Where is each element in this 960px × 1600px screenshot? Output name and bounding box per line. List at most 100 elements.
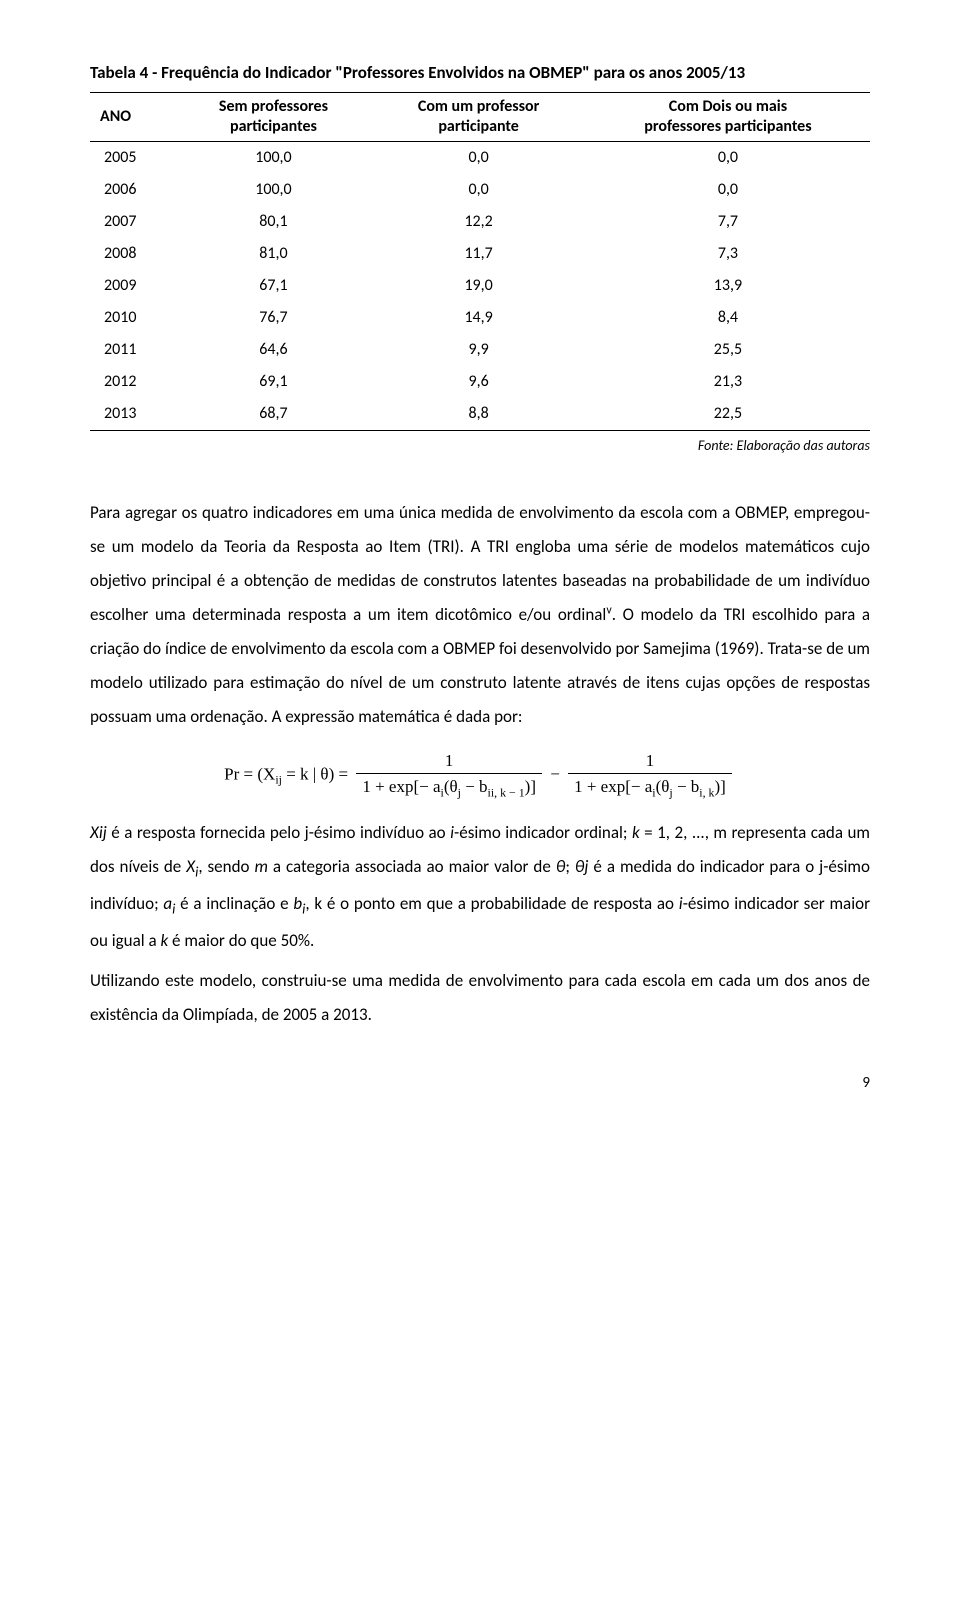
paragraph-1: Para agregar os quatro indicadores em um… bbox=[90, 496, 870, 734]
table-cell: 9,6 bbox=[371, 366, 586, 398]
f2df: i, k bbox=[699, 785, 714, 799]
p2a: é a resposta fornecida pelo j-ésimo indi… bbox=[107, 822, 450, 843]
table-cell: 0,0 bbox=[371, 174, 586, 206]
f1de: − b bbox=[461, 777, 488, 796]
table-cell: 8,8 bbox=[371, 398, 586, 431]
table-cell: 25,5 bbox=[586, 334, 870, 366]
f2dg: )] bbox=[715, 777, 726, 796]
fraction-1: 1 1 + exp[− ai(θj − bii, k − 1)] bbox=[356, 748, 542, 803]
p2k: θ bbox=[556, 856, 566, 877]
table-cell: 68,7 bbox=[176, 398, 372, 431]
p2i: m bbox=[254, 856, 267, 877]
table-row: 200967,119,013,9 bbox=[90, 270, 870, 302]
table-cell: 11,7 bbox=[371, 238, 586, 270]
table-row: 201269,19,621,3 bbox=[90, 366, 870, 398]
table-cell: 69,1 bbox=[176, 366, 372, 398]
table-row: 200881,011,77,3 bbox=[90, 238, 870, 270]
f-lhs: Pr = (X bbox=[224, 764, 275, 783]
col3-l2: professores participantes bbox=[644, 117, 811, 136]
table-row: 2006100,00,00,0 bbox=[90, 174, 870, 206]
col-header-um: Com um professor participante bbox=[371, 92, 586, 141]
table-cell: 21,3 bbox=[586, 366, 870, 398]
col1-l2: participantes bbox=[230, 117, 317, 136]
table-cell: 14,9 bbox=[371, 302, 586, 334]
col2-l2: participante bbox=[438, 117, 519, 136]
table-cell: 0,0 bbox=[586, 174, 870, 206]
table-row: 2005100,00,00,0 bbox=[90, 141, 870, 174]
f2-num: 1 bbox=[568, 748, 732, 775]
frequency-table: ANO Sem professores participantes Com um… bbox=[90, 92, 870, 431]
table-cell: 2013 bbox=[90, 398, 176, 431]
formula: Pr = (Xij = k | θ) = 1 1 + exp[− ai(θj −… bbox=[90, 748, 870, 803]
f1da: 1 + exp[− a bbox=[362, 777, 440, 796]
table-cell: 64,6 bbox=[176, 334, 372, 366]
table-cell: 2006 bbox=[90, 174, 176, 206]
table-cell: 12,2 bbox=[371, 206, 586, 238]
f2dc: (θ bbox=[656, 777, 670, 796]
p2t: , k é o ponto em que a probabilidade de … bbox=[305, 893, 678, 914]
p2j: a categoria associada ao maior valor de bbox=[268, 856, 556, 877]
p2f: X bbox=[186, 856, 195, 877]
table-cell: 9,9 bbox=[371, 334, 586, 366]
f2-den: 1 + exp[− ai(θj − bi, k)] bbox=[568, 774, 732, 802]
p2x: é maior do que 50%. bbox=[168, 930, 314, 951]
col3-l1: Com Dois ou mais bbox=[669, 97, 787, 116]
p2h: , sendo bbox=[198, 856, 254, 877]
table-cell: 7,3 bbox=[586, 238, 870, 270]
table-cell: 100,0 bbox=[176, 174, 372, 206]
table-cell: 81,0 bbox=[176, 238, 372, 270]
p2r: b bbox=[293, 893, 302, 914]
table-cell: 2010 bbox=[90, 302, 176, 334]
table-cell: 7,7 bbox=[586, 206, 870, 238]
paragraph-2: Xij é a resposta fornecida pelo j-ésimo … bbox=[90, 816, 870, 957]
page-number: 9 bbox=[90, 1072, 870, 1095]
col-header-ano: ANO bbox=[90, 92, 176, 141]
table-cell: 80,1 bbox=[176, 206, 372, 238]
p2m: θj bbox=[575, 856, 589, 877]
table-cell: 19,0 bbox=[371, 270, 586, 302]
f1-den: 1 + exp[− ai(θj − bii, k − 1)] bbox=[356, 774, 542, 802]
table-cell: 2005 bbox=[90, 141, 176, 174]
table-row: 201164,69,925,5 bbox=[90, 334, 870, 366]
table-cell: 100,0 bbox=[176, 141, 372, 174]
f1df: ii, k − 1 bbox=[488, 785, 525, 799]
col1-l1: Sem professores bbox=[219, 97, 328, 116]
col2-l1: Com um professor bbox=[418, 97, 540, 116]
table-row: 200780,112,27,7 bbox=[90, 206, 870, 238]
col-header-sem: Sem professores participantes bbox=[176, 92, 372, 141]
table-source: Fonte: Elaboração das autoras bbox=[90, 435, 870, 456]
table-cell: 22,5 bbox=[586, 398, 870, 431]
table-cell: 76,7 bbox=[176, 302, 372, 334]
table-cell: 67,1 bbox=[176, 270, 372, 302]
f-lhs2: = k | θ) = bbox=[282, 764, 348, 783]
fraction-2: 1 1 + exp[− ai(θj − bi, k)] bbox=[568, 748, 732, 803]
f2de: − b bbox=[673, 777, 700, 796]
f-lhs-sub: ij bbox=[275, 772, 282, 786]
paragraph-3: Utilizando este modelo, construiu-se uma… bbox=[90, 964, 870, 1032]
table-cell: 0,0 bbox=[371, 141, 586, 174]
col-header-dois: Com Dois ou mais professores participant… bbox=[586, 92, 870, 141]
f1dc: (θ bbox=[444, 777, 458, 796]
p2q: é a inclinação e bbox=[175, 893, 293, 914]
table-cell: 2008 bbox=[90, 238, 176, 270]
table-row: 201076,714,98,4 bbox=[90, 302, 870, 334]
table-cell: 8,4 bbox=[586, 302, 870, 334]
p2-xij: Xij bbox=[90, 822, 107, 843]
table-cell: 2012 bbox=[90, 366, 176, 398]
table-title: Tabela 4 - Frequência do Indicador "Prof… bbox=[90, 60, 870, 86]
f1dg: )] bbox=[525, 777, 536, 796]
p2d: k bbox=[632, 822, 640, 843]
table-cell: 2011 bbox=[90, 334, 176, 366]
f1-num: 1 bbox=[356, 748, 542, 775]
f2da: 1 + exp[− a bbox=[574, 777, 652, 796]
f-minus: − bbox=[550, 764, 564, 783]
table-row: 201368,78,822,5 bbox=[90, 398, 870, 431]
table-cell: 2007 bbox=[90, 206, 176, 238]
table-cell: 0,0 bbox=[586, 141, 870, 174]
p2o: a bbox=[163, 893, 172, 914]
p2l: ; bbox=[565, 856, 575, 877]
p2c: -ésimo indicador ordinal; bbox=[454, 822, 632, 843]
table-header-row: ANO Sem professores participantes Com um… bbox=[90, 92, 870, 141]
table-cell: 2009 bbox=[90, 270, 176, 302]
table-cell: 13,9 bbox=[586, 270, 870, 302]
